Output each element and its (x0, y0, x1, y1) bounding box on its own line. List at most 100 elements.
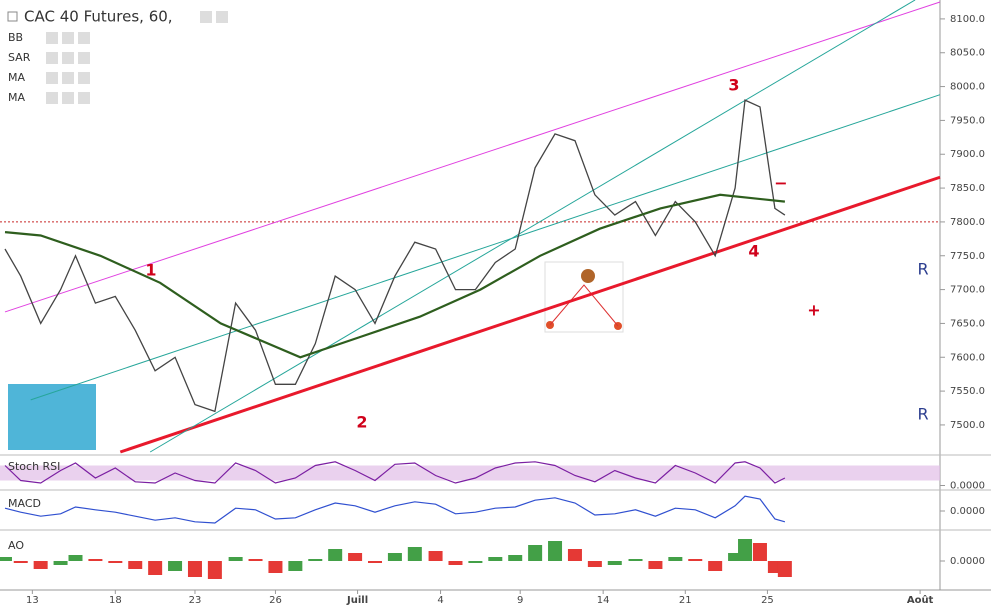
ao-bar (368, 561, 383, 563)
ao-bar (228, 557, 243, 561)
x-tick-label: 23 (189, 595, 202, 606)
legend-icon[interactable] (78, 92, 90, 104)
ao-bar (53, 561, 68, 565)
ao-bar (668, 557, 683, 561)
y-tick-label: 7800.0 (950, 217, 985, 228)
x-tick-label: 26 (269, 595, 282, 606)
legend-icon[interactable] (62, 92, 74, 104)
ao-bar (728, 553, 743, 561)
y-tick-label: 7600.0 (950, 352, 985, 363)
annotation: − (774, 174, 787, 193)
ao-bar (328, 549, 343, 561)
ao-bar (128, 561, 143, 569)
ao-bar (688, 559, 703, 561)
ao-bar (387, 553, 402, 561)
annotation: 4 (748, 242, 759, 261)
annotation: 1 (145, 261, 156, 280)
x-tick-label: 4 (437, 595, 443, 606)
x-tick-label: 25 (761, 595, 774, 606)
ao-bar (308, 559, 323, 561)
legend-icon[interactable] (78, 32, 90, 44)
ao-bar (488, 557, 503, 561)
trendline (30, 94, 941, 401)
ao-bar (548, 541, 563, 561)
ao-bar (348, 553, 363, 561)
collapse-icon[interactable] (7, 11, 18, 22)
ao-bar (607, 561, 622, 565)
x-tick-label: Juill (346, 595, 368, 606)
ao-bar (187, 561, 202, 577)
ao-bar (207, 561, 222, 579)
annotation: R (917, 405, 928, 424)
panel-tick-label: 0.0000 (950, 506, 985, 517)
legend-label: SAR (8, 51, 31, 64)
ao-bar (738, 539, 753, 561)
ao-bar (13, 561, 28, 563)
x-tick-label: 18 (109, 595, 122, 606)
ao-bar (268, 561, 283, 573)
annotation: 3 (728, 76, 739, 95)
panel-label: MACD (8, 497, 41, 510)
indicator-line (4, 495, 786, 524)
ao-bar (628, 559, 643, 561)
y-tick-label: 8050.0 (950, 48, 985, 59)
ao-bar (33, 561, 48, 569)
indicator-line (4, 461, 786, 484)
legend-icon[interactable] (62, 32, 74, 44)
watermark-logo (8, 384, 96, 450)
y-tick-label: 7950.0 (950, 115, 985, 126)
panel-tick-label: 0.0000 (950, 481, 985, 492)
y-tick-label: 7700.0 (950, 285, 985, 296)
panel-tick-label: 0.0000 (950, 556, 985, 567)
y-tick-label: 7500.0 (950, 420, 985, 431)
x-tick-label: Août (907, 594, 934, 606)
settings-icon[interactable] (216, 11, 228, 23)
ao-bar (248, 559, 263, 561)
y-tick-label: 7900.0 (950, 149, 985, 160)
y-tick-label: 8000.0 (950, 82, 985, 93)
ao-bar (108, 561, 123, 563)
ao-bar (448, 561, 463, 565)
legend-label: BB (8, 31, 23, 44)
chart-title: CAC 40 Futures, 60, (24, 8, 173, 26)
ao-bar (777, 561, 792, 577)
legend-icon[interactable] (46, 92, 58, 104)
settings-icon[interactable] (200, 11, 212, 23)
legend-icon[interactable] (62, 52, 74, 64)
legend-icon[interactable] (78, 72, 90, 84)
ao-bar (168, 561, 183, 571)
ao-bar (708, 561, 723, 571)
legend-icon[interactable] (78, 52, 90, 64)
ao-bar (508, 555, 523, 561)
stoch-band (0, 465, 940, 481)
ao-bar (428, 551, 443, 561)
x-tick-label: 9 (517, 595, 523, 606)
trendline (149, 0, 916, 453)
x-tick-label: 14 (597, 595, 610, 606)
trendline (119, 175, 941, 454)
ao-bar (468, 561, 483, 563)
x-tick-label: 21 (679, 595, 692, 606)
legend-label: MA (8, 91, 25, 104)
panel-label: AO (8, 539, 24, 552)
ao-bar (0, 557, 12, 561)
moving-average (4, 193, 786, 359)
legend-icon[interactable] (46, 52, 58, 64)
ao-bar (567, 549, 582, 561)
ao-bar (752, 543, 767, 561)
legend-icon[interactable] (46, 72, 58, 84)
y-tick-label: 7550.0 (950, 386, 985, 397)
y-tick-label: 8100.0 (950, 14, 985, 25)
x-tick-label: 13 (26, 595, 39, 606)
y-tick-label: 7650.0 (950, 318, 985, 329)
legend-label: MA (8, 71, 25, 84)
logo-bear (581, 269, 595, 283)
y-tick-label: 7750.0 (950, 251, 985, 262)
y-tick-label: 7850.0 (950, 183, 985, 194)
annotation: + (807, 301, 820, 320)
panel-label: Stoch RSI (8, 460, 60, 473)
legend-icon[interactable] (46, 32, 58, 44)
legend-icon[interactable] (62, 72, 74, 84)
